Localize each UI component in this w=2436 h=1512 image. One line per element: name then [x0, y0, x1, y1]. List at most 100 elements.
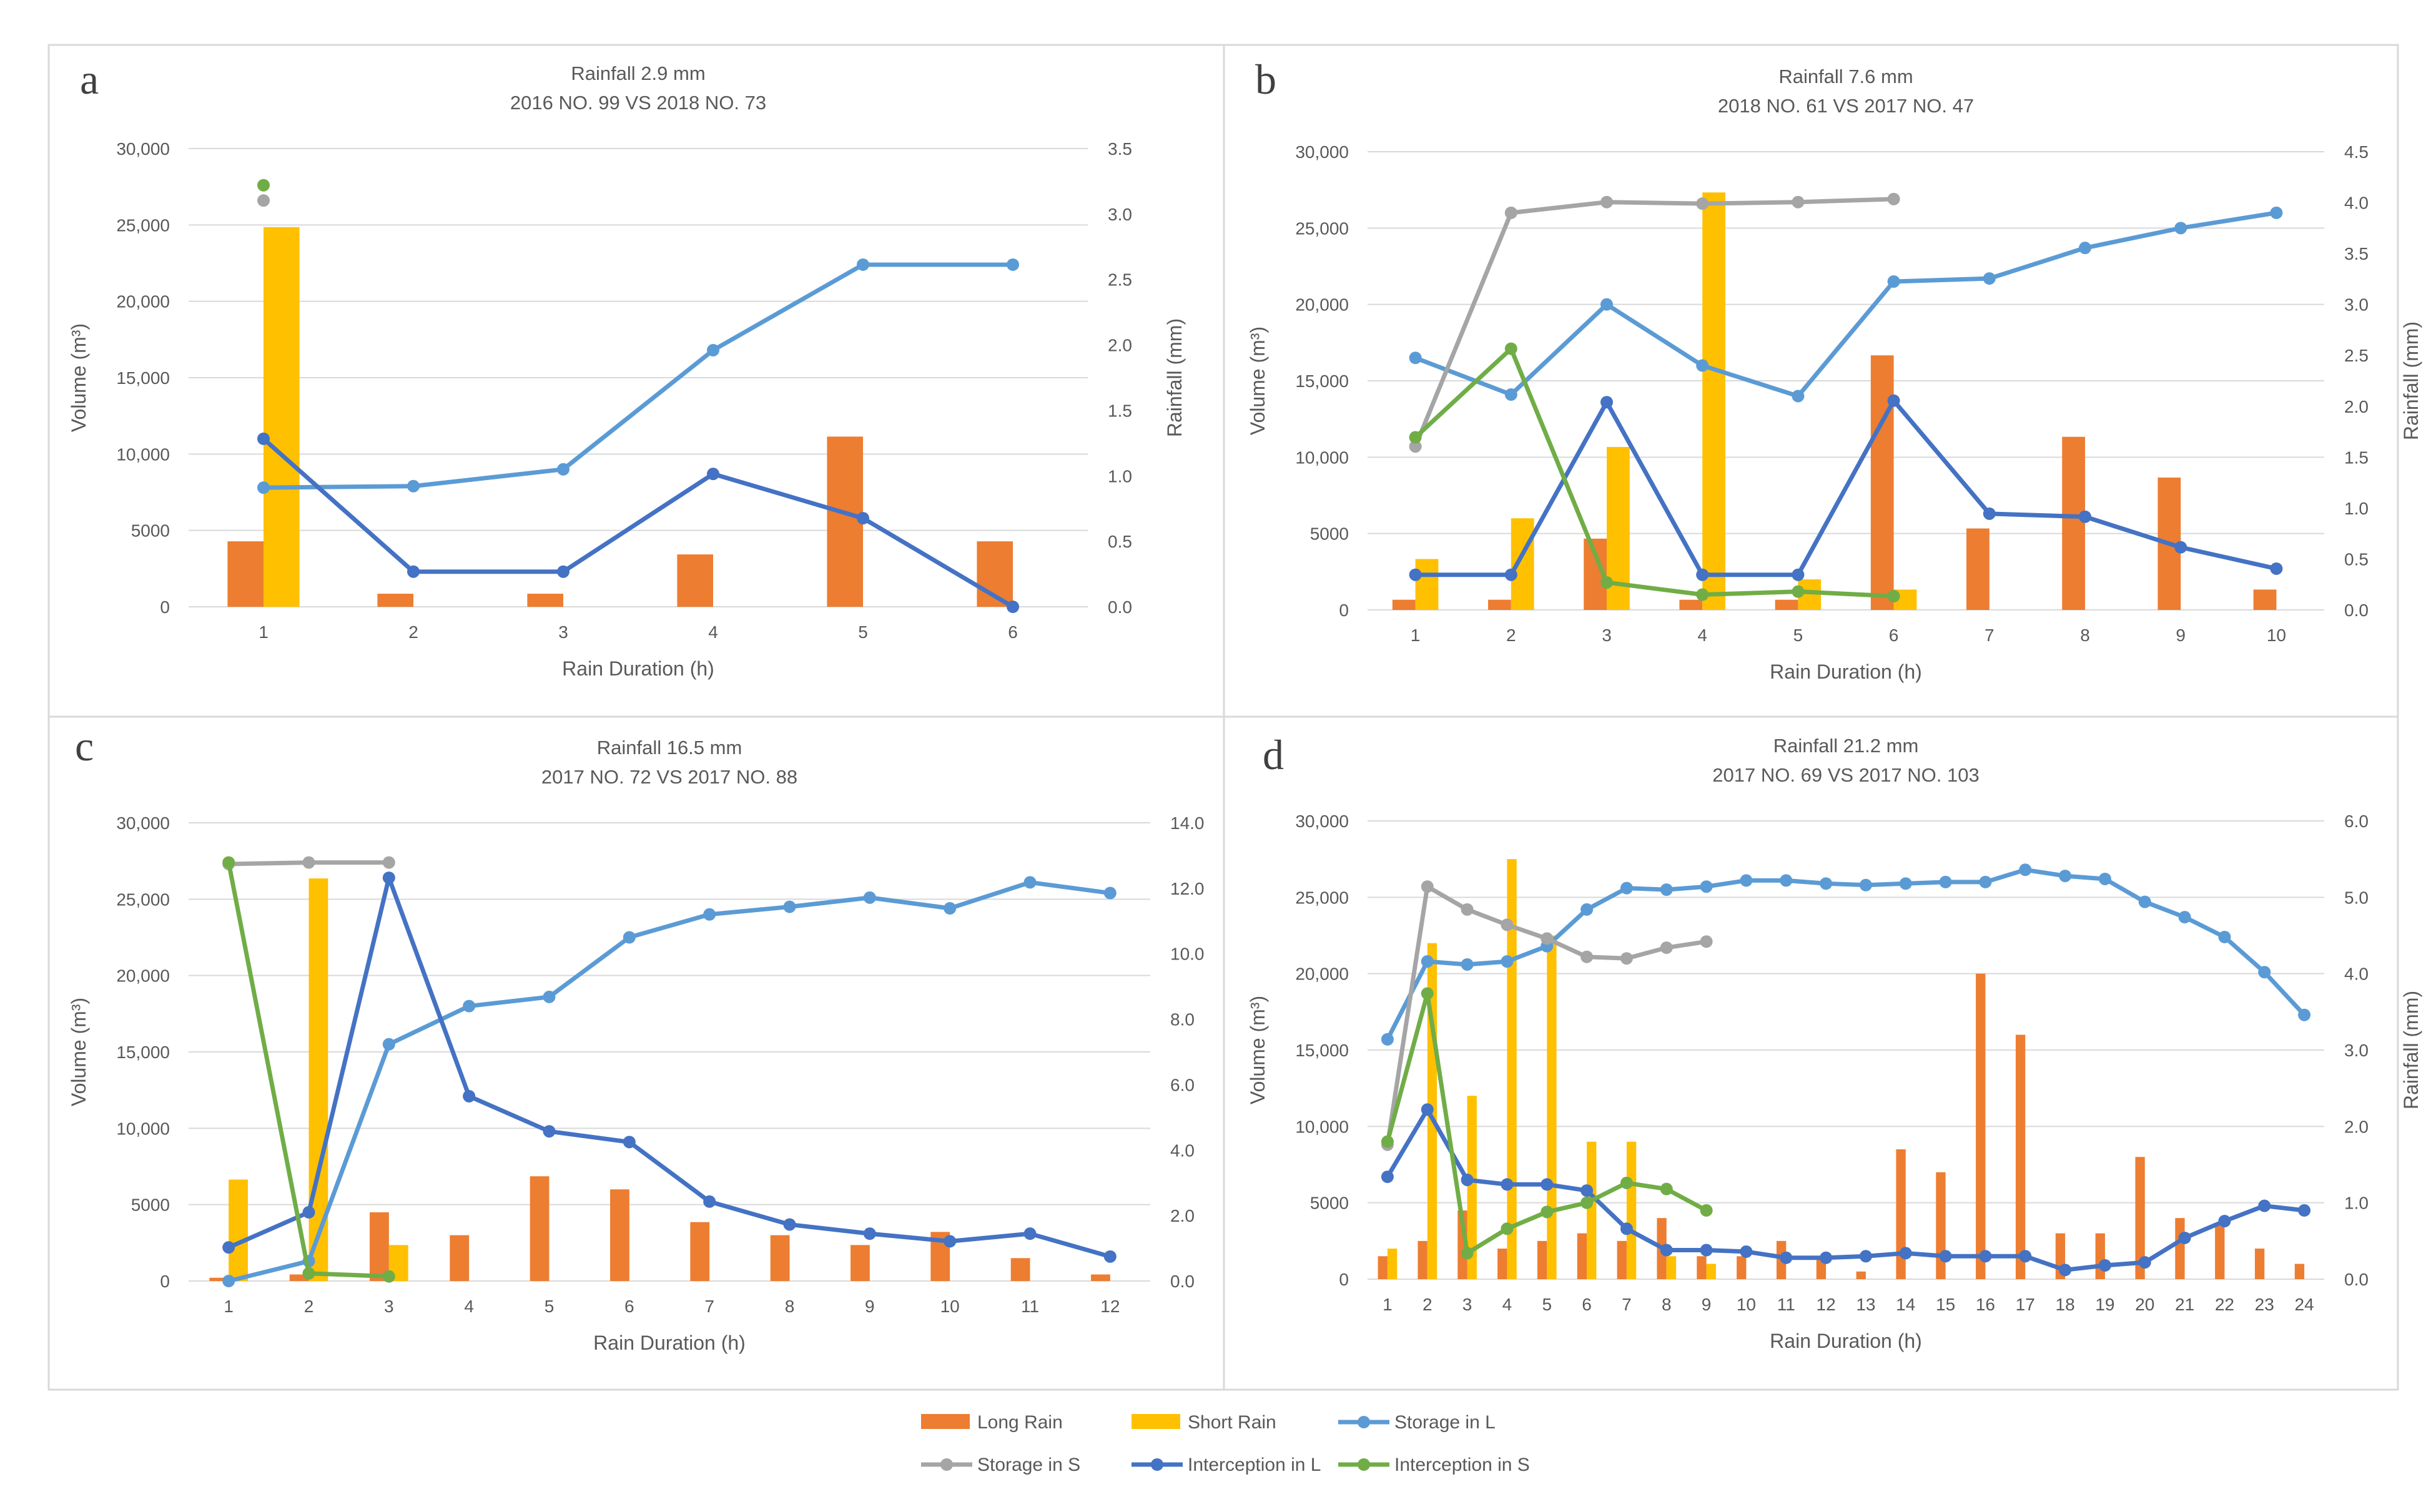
point-storage-in-l: [2059, 870, 2072, 883]
point-interception-in-l: [1421, 1103, 1434, 1116]
point-interception-in-l: [222, 1241, 235, 1254]
x-tick-label: 23: [2255, 1295, 2274, 1314]
point-storage-in-l: [557, 463, 570, 476]
x-tick-label: 24: [2295, 1295, 2314, 1314]
y2-tick-label: 12.0: [1170, 879, 1205, 898]
point-storage-in-s: [1600, 195, 1613, 209]
bar-long-rain: [2254, 1249, 2265, 1279]
y-tick-label: 0: [160, 1272, 170, 1291]
point-storage-in-l: [623, 931, 636, 944]
y-tick-label: 20,000: [116, 966, 170, 986]
y2-axis-title: Rainfall (mm): [2400, 322, 2422, 440]
point-storage-in-s: [1461, 903, 1474, 916]
point-storage-in-l: [2019, 863, 2032, 876]
point-interception-in-l: [382, 871, 395, 885]
x-tick-label: 18: [2056, 1295, 2075, 1314]
bar-long-rain: [1497, 1249, 1507, 1279]
point-interception-in-s: [1381, 1135, 1394, 1148]
bar-short-rain: [1626, 1141, 1637, 1279]
y-tick-label: 15,000: [116, 368, 170, 388]
point-interception-in-l: [257, 432, 270, 445]
x-tick-label: 5: [858, 622, 868, 642]
bar-long-rain: [227, 541, 264, 607]
y-tick-label: 20,000: [1295, 965, 1349, 984]
point-storage-in-l: [703, 908, 716, 921]
y2-tick-label: 2.0: [2344, 1117, 2369, 1136]
point-storage-in-l: [2258, 966, 2271, 979]
point-storage-in-l: [1381, 1033, 1394, 1046]
point-interception-in-s: [1461, 1247, 1474, 1260]
point-storage-in-s: [302, 856, 315, 869]
y-tick-label: 0: [160, 597, 170, 617]
point-interception-in-l: [703, 1195, 716, 1208]
point-interception-in-l: [863, 1227, 876, 1240]
line-storage-in-s: [1413, 197, 1896, 449]
point-interception-in-l: [543, 1125, 556, 1138]
point-storage-in-l: [1600, 298, 1613, 311]
point-storage-in-l: [2218, 930, 2231, 943]
point-interception-in-s: [1620, 1176, 1633, 1189]
bar-short-rain: [1387, 1249, 1398, 1279]
y-tick-label: 0: [1339, 1270, 1349, 1289]
y2-tick-label: 6.0: [2344, 812, 2369, 831]
x-tick-label: 1: [1411, 626, 1421, 645]
x-tick-label: 1: [259, 622, 269, 642]
bar-long-rain: [370, 1212, 389, 1281]
point-interception-in-l: [1660, 1244, 1673, 1257]
line-interception-in-l: [1385, 1107, 2307, 1272]
x-tick-label: 3: [1462, 1295, 1472, 1314]
point-interception-in-s: [1792, 585, 1805, 598]
x-tick-label: 22: [2215, 1295, 2234, 1314]
chart-title: Rainfall 21.2 mm: [1773, 735, 1919, 757]
bar-long-rain: [1936, 1172, 1946, 1279]
bar-long-rain: [1537, 1240, 1547, 1279]
y-axis-title: Volume (m³): [67, 998, 90, 1106]
y-axis-title: Volume (m³): [67, 323, 90, 432]
legend-marker: [1358, 1416, 1370, 1428]
point-storage-in-l: [1740, 874, 1753, 887]
point-storage-in-l: [1504, 388, 1517, 401]
y-tick-label: 15,000: [116, 1043, 170, 1062]
point-interception-in-l: [1620, 1222, 1633, 1235]
y2-tick-label: 1.5: [2344, 448, 2369, 467]
bar-long-rain: [1737, 1256, 1747, 1279]
legend-label: Interception in L: [1188, 1455, 1321, 1475]
chart-panel-d: d Rainfall 21.2 mm 2017 NO. 69 VS 2017 NO.…: [1223, 715, 2422, 1391]
point-interception-in-l: [1700, 1244, 1713, 1257]
point-interception-in-l: [857, 512, 869, 525]
x-tick-label: 17: [2016, 1295, 2035, 1314]
point-storage-in-l: [2174, 222, 2187, 235]
point-interception-in-l: [1381, 1171, 1394, 1184]
x-tick-label: 10: [1737, 1295, 1756, 1314]
x-tick-label: 1: [224, 1297, 234, 1316]
bar-long-rain: [1896, 1149, 1906, 1279]
bar-short-rain: [1666, 1256, 1677, 1279]
point-interception-in-l: [1899, 1247, 1912, 1260]
x-tick-label: 8: [1662, 1295, 1672, 1314]
x-tick-label: 6: [624, 1297, 634, 1316]
point-storage-in-s: [1504, 206, 1517, 219]
point-storage-in-l: [863, 891, 876, 904]
y-axis-title: Volume (m³): [1246, 996, 1269, 1104]
line-storage-in-l: [261, 262, 1015, 490]
y2-tick-label: 8.0: [1170, 1010, 1195, 1029]
y-tick-label: 10,000: [1295, 1117, 1349, 1136]
chart-subtitle: 2017 NO. 69 VS 2017 NO. 103: [1712, 764, 1979, 786]
legend-swatch: [921, 1414, 970, 1429]
legend-item-interception-in-l: Interception in L: [1132, 1455, 1321, 1475]
point-storage-in-s: [1660, 941, 1673, 955]
y-tick-label: 30,000: [1295, 812, 1349, 831]
point-storage-in-s: [257, 194, 270, 207]
point-storage-in-s: [1421, 880, 1434, 893]
point-storage-in-l: [783, 900, 796, 913]
point-storage-in-s: [1700, 935, 1713, 948]
point-storage-in-l: [2138, 895, 2151, 908]
point-interception-in-l: [1859, 1250, 1872, 1263]
point-interception-in-l: [2174, 541, 2187, 554]
y2-tick-label: 0.0: [2344, 1270, 2369, 1289]
x-tick-label: 20: [2135, 1295, 2154, 1314]
point-interception-in-l: [1983, 507, 1996, 520]
point-storage-in-s: [1792, 195, 1805, 209]
x-tick-label: 6: [1889, 626, 1899, 645]
y2-axis-title: Rainfall (mm): [1163, 318, 1186, 437]
